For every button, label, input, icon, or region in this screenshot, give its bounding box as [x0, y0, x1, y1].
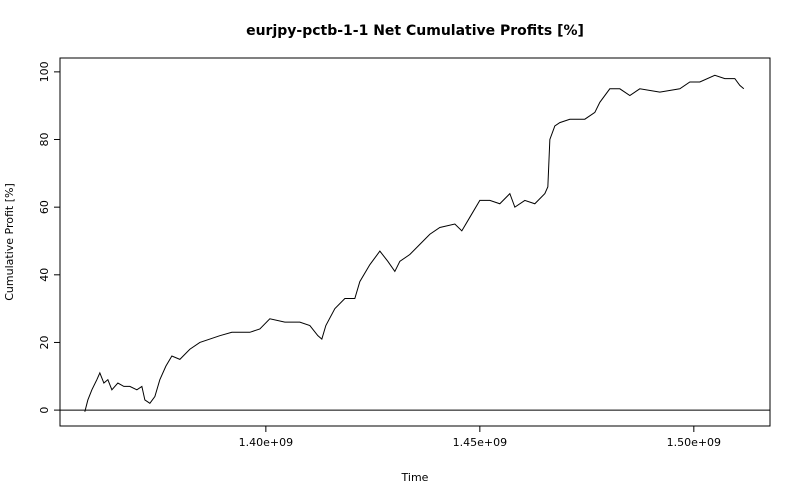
- plot-frame: [59, 57, 771, 427]
- x-axis-label: Time: [401, 471, 429, 484]
- y-axis-label: Cumulative Profit [%]: [3, 183, 16, 301]
- data-line: [84, 74, 745, 412]
- x-tick-label: 1.50e+09: [667, 436, 721, 449]
- chart-title: eurjpy-pctb-1-1 Net Cumulative Profits […: [246, 23, 584, 39]
- y-tick-label: 60: [38, 200, 51, 214]
- y-tick-label: 100: [38, 61, 51, 82]
- x-tick-label: 1.45e+09: [453, 436, 507, 449]
- x-tick-label: 1.40e+09: [239, 436, 293, 449]
- y-tick-label: 80: [38, 133, 51, 147]
- y-tick-label: 40: [38, 268, 51, 282]
- y-tick-label: 0: [38, 407, 51, 414]
- y-tick-label: 20: [38, 335, 51, 349]
